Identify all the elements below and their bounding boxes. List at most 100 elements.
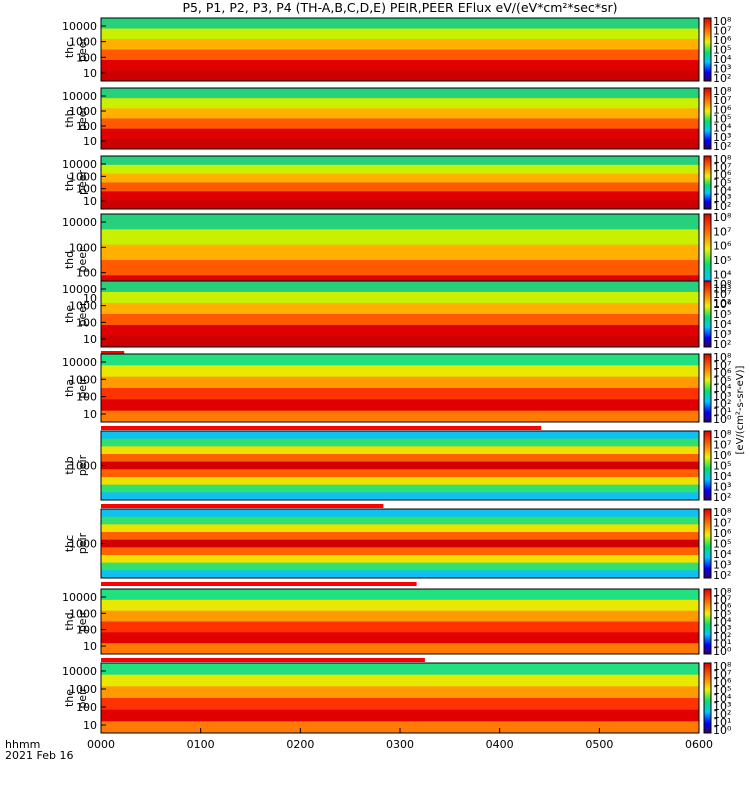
y-tick-label: 10 (83, 408, 97, 421)
y-tick-label: 10 (83, 333, 97, 346)
panel-frame (100, 353, 700, 423)
colorbar-tick-label: 10² (713, 338, 731, 351)
spectrogram-band (101, 438, 699, 447)
colorbar-tick-label: 10⁵ (713, 374, 731, 387)
colorbar-tick-label: 10² (713, 491, 731, 504)
colorbar-tick-label: 10⁴ (713, 692, 732, 705)
colorbar-tick-label: 10³ (713, 481, 731, 494)
panel-label-product: peir (76, 532, 89, 554)
colorbar (703, 155, 712, 210)
colorbar-tick-label: 10⁴ (713, 548, 732, 561)
colorbar-tick-label: 10² (713, 140, 731, 153)
panel-label-probe: the (63, 689, 76, 707)
colorbar-tick-label: 10⁰ (713, 645, 732, 658)
colorbar-tick-label: 10⁷ (713, 439, 731, 452)
spectrogram-band (101, 49, 699, 61)
colorbar-tick-label: 10⁷ (713, 517, 731, 530)
colorbar-tick-label: 10⁸ (713, 278, 732, 291)
spectrogram-band (101, 376, 699, 389)
y-tick-label: 1000 (69, 683, 97, 696)
colorbar-tick-label: 10⁵ (713, 254, 731, 267)
colorbar-tick-label: 10⁵ (713, 44, 731, 57)
colorbar-tick-label: 10⁵ (713, 608, 731, 621)
colorbar-tick-label: 10³ (713, 192, 731, 205)
spectrogram-band (101, 314, 699, 326)
colorbar-tick-label: 10¹ (713, 716, 731, 729)
panel-label-product: peer (76, 37, 89, 63)
x-axis-date: 2021 Feb 16 (5, 749, 73, 762)
y-tick-label: 100 (76, 120, 97, 133)
colorbar-tick-label: 10⁸ (713, 660, 732, 673)
y-tick-label: 10 (83, 195, 97, 208)
spectrogram-band (101, 431, 699, 440)
quality-flag-bar (101, 582, 417, 586)
spectrogram-band (101, 260, 699, 276)
spectrogram-band (101, 128, 699, 140)
colorbar-tick-label: 10¹ (713, 405, 731, 418)
spectrogram-band (101, 516, 699, 525)
spectrogram-band (101, 118, 699, 130)
y-tick-label: 1000 (69, 373, 97, 386)
colorbar-tick-label: 10⁸ (713, 428, 732, 441)
colorbar-tick-label: 10³ (713, 63, 731, 76)
spectrogram-band (101, 229, 699, 246)
spectrogram-band (101, 173, 699, 183)
colorbar-tick-label: 10⁴ (713, 382, 732, 395)
colorbar-tick-label: 10² (713, 72, 731, 85)
panel-label-probe: thd (63, 251, 76, 269)
spectrogram-band (101, 28, 699, 40)
y-tick-label: 10000 (62, 158, 97, 171)
y-tick-label: 1000 (69, 300, 97, 313)
y-tick-label: 10 (83, 67, 97, 80)
colorbar-tick-label: 10² (713, 398, 731, 411)
spectrogram-band (101, 547, 699, 556)
spectrogram-band (101, 570, 699, 579)
spectrogram-band (101, 336, 699, 348)
colorbar-tick-label: 10² (713, 708, 731, 721)
x-tick-label: 0200 (286, 738, 314, 751)
spectrogram-band (101, 365, 699, 378)
colorbar-tick-label: 10⁸ (713, 506, 732, 519)
colorbar-tick-label: 10⁶ (713, 367, 732, 380)
panel-frame (100, 588, 700, 655)
colorbar-tick-label: 10⁴ (713, 616, 732, 629)
colorbar-unit-label: [eV/(cm²-s-sr-eV)] (735, 365, 746, 454)
spectrogram-band (101, 562, 699, 571)
quality-flag-bar (101, 504, 384, 508)
spectrogram-band (101, 589, 699, 601)
colorbar-tick-label: 10² (713, 200, 731, 213)
y-tick-label: 100 (76, 267, 97, 280)
spectrogram-band (101, 621, 699, 633)
colorbar-tick-label: 10⁶ (713, 169, 732, 182)
spectrogram-band (101, 509, 699, 518)
colorbar-tick-label: 10³ (713, 328, 731, 341)
panel-label-product: peir (76, 454, 89, 476)
y-tick-label: 1000 (69, 36, 97, 49)
spectrogram-band (101, 325, 699, 337)
colorbar-tick-label: 10³ (713, 390, 731, 403)
x-tick-label: 0300 (386, 738, 414, 751)
spectrogram-band (101, 200, 699, 210)
colorbar-tick-label: 10⁵ (713, 177, 731, 190)
y-tick-label: 1000 (69, 241, 97, 254)
colorbar-tick-label: 10⁶ (713, 34, 732, 47)
colorbar-tick-label: 10⁷ (713, 359, 731, 372)
colorbar-tick-label: 10⁷ (713, 593, 731, 606)
colorbar-tick-label: 10² (713, 569, 731, 582)
colorbar-tick-label: 10³ (713, 623, 731, 636)
colorbar-tick-label: 10⁴ (713, 53, 732, 66)
panel-label-product: peer (76, 301, 89, 327)
spectrogram-band (101, 244, 699, 261)
colorbar-tick-label: 10⁸ (713, 351, 732, 364)
y-tick-label: 10000 (62, 283, 97, 296)
colorbar-tick-label: 10⁵ (713, 113, 731, 126)
y-tick-label: 1000 (69, 460, 97, 473)
y-tick-label: 10000 (62, 216, 97, 229)
colorbar-tick-label: 10⁵ (713, 308, 731, 321)
colorbar-tick-label: 10⁴ (713, 184, 732, 197)
panel-label-product: peer (76, 170, 89, 196)
y-tick-label: 10 (83, 640, 97, 653)
